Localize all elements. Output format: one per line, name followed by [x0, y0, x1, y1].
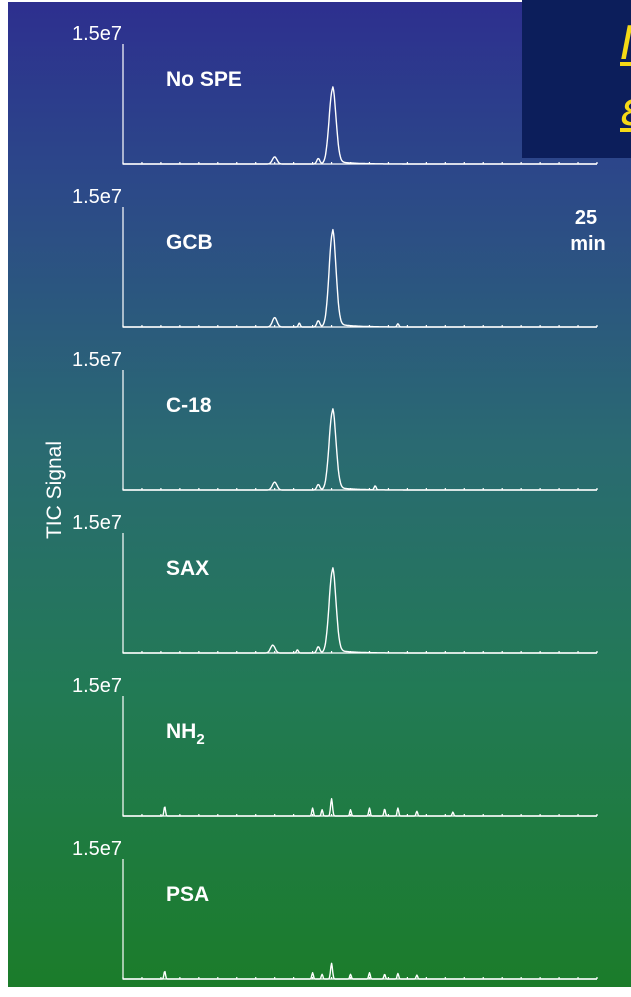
panel-4: 1.5e7 NH2 — [72, 675, 598, 817]
axis-frame — [122, 207, 597, 328]
time-unit-label: min — [570, 233, 606, 255]
panel-label: No SPE — [166, 68, 242, 91]
panel-5: 1.5e7 PSA — [72, 838, 598, 980]
tic-trace — [123, 962, 597, 980]
panel-2: 1.5e7 C-18 — [72, 349, 598, 491]
y-tick-label: 1.5e7 — [72, 675, 122, 697]
tic-trace — [123, 408, 597, 491]
panel-label: NH2 — [166, 720, 205, 748]
axis-frame — [122, 370, 597, 491]
tic-trace — [123, 228, 597, 328]
panel-label: C-18 — [166, 394, 212, 417]
axis-frame — [122, 859, 597, 980]
tic-trace — [123, 567, 597, 654]
panel-label: PSA — [166, 883, 209, 906]
axis-frame — [122, 696, 597, 817]
y-tick-label: 1.5e7 — [72, 186, 122, 208]
title-line-2: ε — [620, 82, 631, 136]
axis-frame — [122, 533, 597, 654]
y-tick-label: 1.5e7 — [72, 23, 122, 45]
y-tick-label: 1.5e7 — [72, 349, 122, 371]
y-axis-title: TIC Signal — [43, 441, 66, 539]
y-tick-label: 1.5e7 — [72, 512, 122, 534]
panel-0: 1.5e7 No SPE — [72, 23, 598, 165]
title-line-1: I — [620, 16, 631, 70]
time-value-label: 25 — [575, 207, 597, 229]
title-box: I ε — [522, 0, 631, 158]
panel-label: SAX — [166, 557, 209, 580]
tic-trace — [123, 798, 597, 817]
y-tick-label: 1.5e7 — [72, 838, 122, 860]
panel-3: 1.5e7 SAX — [72, 512, 598, 654]
panel-1: 1.5e7 GCB — [72, 186, 598, 328]
panel-label: GCB — [166, 231, 213, 254]
tic-trace — [123, 86, 597, 165]
chart-background — [8, 2, 631, 987]
